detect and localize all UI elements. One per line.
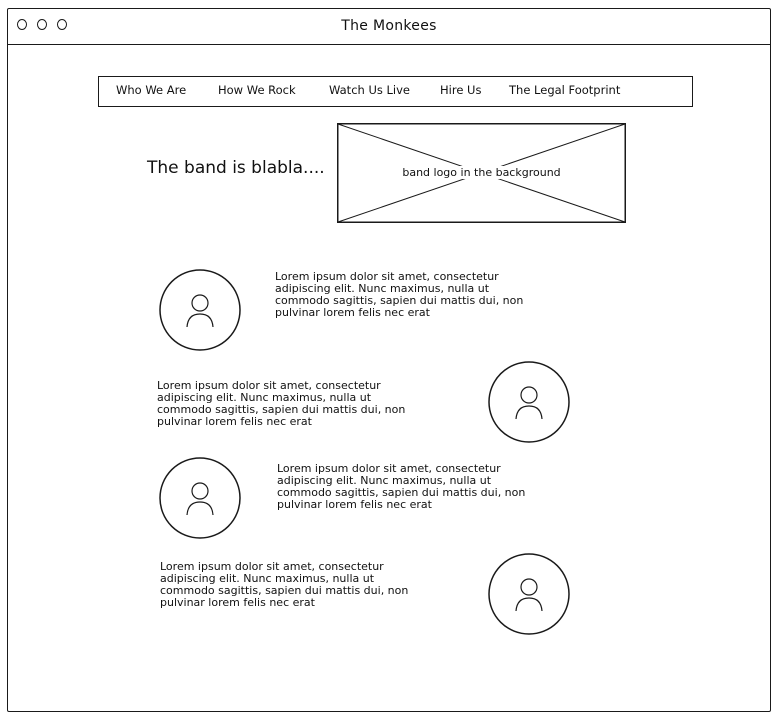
member-avatar[interactable] — [487, 360, 571, 444]
window-close-control[interactable] — [17, 19, 27, 30]
nav-item-watch-us-live[interactable]: Watch Us Live — [329, 83, 411, 97]
band-logo-placeholder: band logo in the background — [337, 123, 626, 223]
nav-item-hire-us[interactable]: Hire Us — [440, 83, 482, 97]
window-title: The Monkees — [341, 18, 437, 34]
user-avatar-icon — [488, 553, 570, 635]
nav-item-the-legal-footprint[interactable]: The Legal Footprint — [509, 83, 621, 97]
window-minimize-control[interactable] — [37, 19, 47, 30]
member-bio: Lorem ipsum dolor sit amet, consectetur … — [275, 270, 524, 319]
user-avatar-icon — [159, 269, 241, 351]
member-bio: Lorem ipsum dolor sit amet, consectetur … — [277, 462, 526, 511]
member-bio: Lorem ipsum dolor sit amet, consectetur … — [160, 560, 409, 609]
nav-item-how-we-rock[interactable]: How We Rock — [218, 83, 296, 97]
main-navigation: Who We Are How We Rock Watch Us Live Hir… — [98, 76, 693, 107]
logo-caption: band logo in the background — [400, 166, 563, 179]
member-bio: Lorem ipsum dolor sit amet, consectetur … — [157, 379, 406, 428]
window-titlebar: The Monkees — [8, 9, 770, 45]
nav-item-who-we-are[interactable]: Who We Are — [116, 83, 187, 97]
member-avatar[interactable] — [487, 552, 571, 636]
browser-window: The Monkees Who We Are How We Rock Watch… — [7, 8, 771, 712]
hero-heading: The band is blabla.... — [147, 158, 325, 178]
window-maximize-control[interactable] — [57, 19, 67, 30]
member-avatar[interactable] — [158, 268, 242, 352]
user-avatar-icon — [488, 361, 570, 443]
user-avatar-icon — [159, 457, 241, 539]
member-avatar[interactable] — [158, 456, 242, 540]
